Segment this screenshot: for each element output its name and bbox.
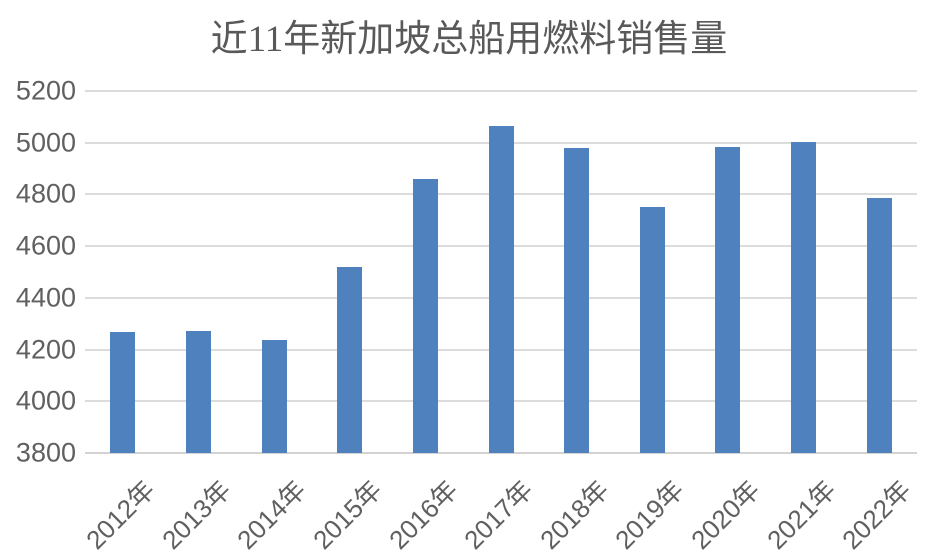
y-tick-label-5000: 5000 <box>15 127 76 158</box>
x-tick-label-2014年: 2014年 <box>231 474 312 556</box>
x-tick-label-2020年: 2020年 <box>685 474 766 556</box>
y-tick-label-5200: 5200 <box>15 75 76 106</box>
bar-2017年 <box>488 126 514 453</box>
bar-2015年 <box>337 267 363 453</box>
chart-title: 近11年新加坡总船用燃料销售量 <box>210 19 728 60</box>
y-tick-label-4600: 4600 <box>15 230 76 261</box>
y-tick-label-3800: 3800 <box>15 437 76 468</box>
x-axis-line <box>85 452 917 454</box>
bar-2016年 <box>412 178 438 453</box>
y-tick-label-4000: 4000 <box>15 385 76 416</box>
x-tick-label-2022年: 2022年 <box>836 474 917 556</box>
bar-2020年 <box>715 147 741 453</box>
bar-2013年 <box>185 331 211 453</box>
bar-2014年 <box>261 340 287 453</box>
y-tick-label-4800: 4800 <box>15 178 76 209</box>
y-tick-label-4200: 4200 <box>15 334 76 365</box>
bar-2021年 <box>791 141 817 453</box>
x-tick-label-2019年: 2019年 <box>609 474 691 556</box>
bar-2019年 <box>639 207 665 453</box>
x-tick-label-2016年: 2016年 <box>382 474 464 556</box>
bar-2022年 <box>866 197 892 453</box>
x-tick-label-2018年: 2018年 <box>533 474 615 556</box>
gridline-5200 <box>85 90 917 92</box>
x-tick-label-2013年: 2013年 <box>155 474 237 556</box>
plot-area <box>85 90 917 454</box>
x-tick-label-2012年: 2012年 <box>80 474 161 556</box>
x-tick-label-2021年: 2021年 <box>760 474 842 556</box>
x-tick-label-2017年: 2017年 <box>458 474 539 556</box>
bar-2018年 <box>564 147 590 453</box>
x-tick-label-2015年: 2015年 <box>306 474 388 556</box>
y-tick-label-4400: 4400 <box>15 282 76 313</box>
bar-2012年 <box>110 332 136 453</box>
